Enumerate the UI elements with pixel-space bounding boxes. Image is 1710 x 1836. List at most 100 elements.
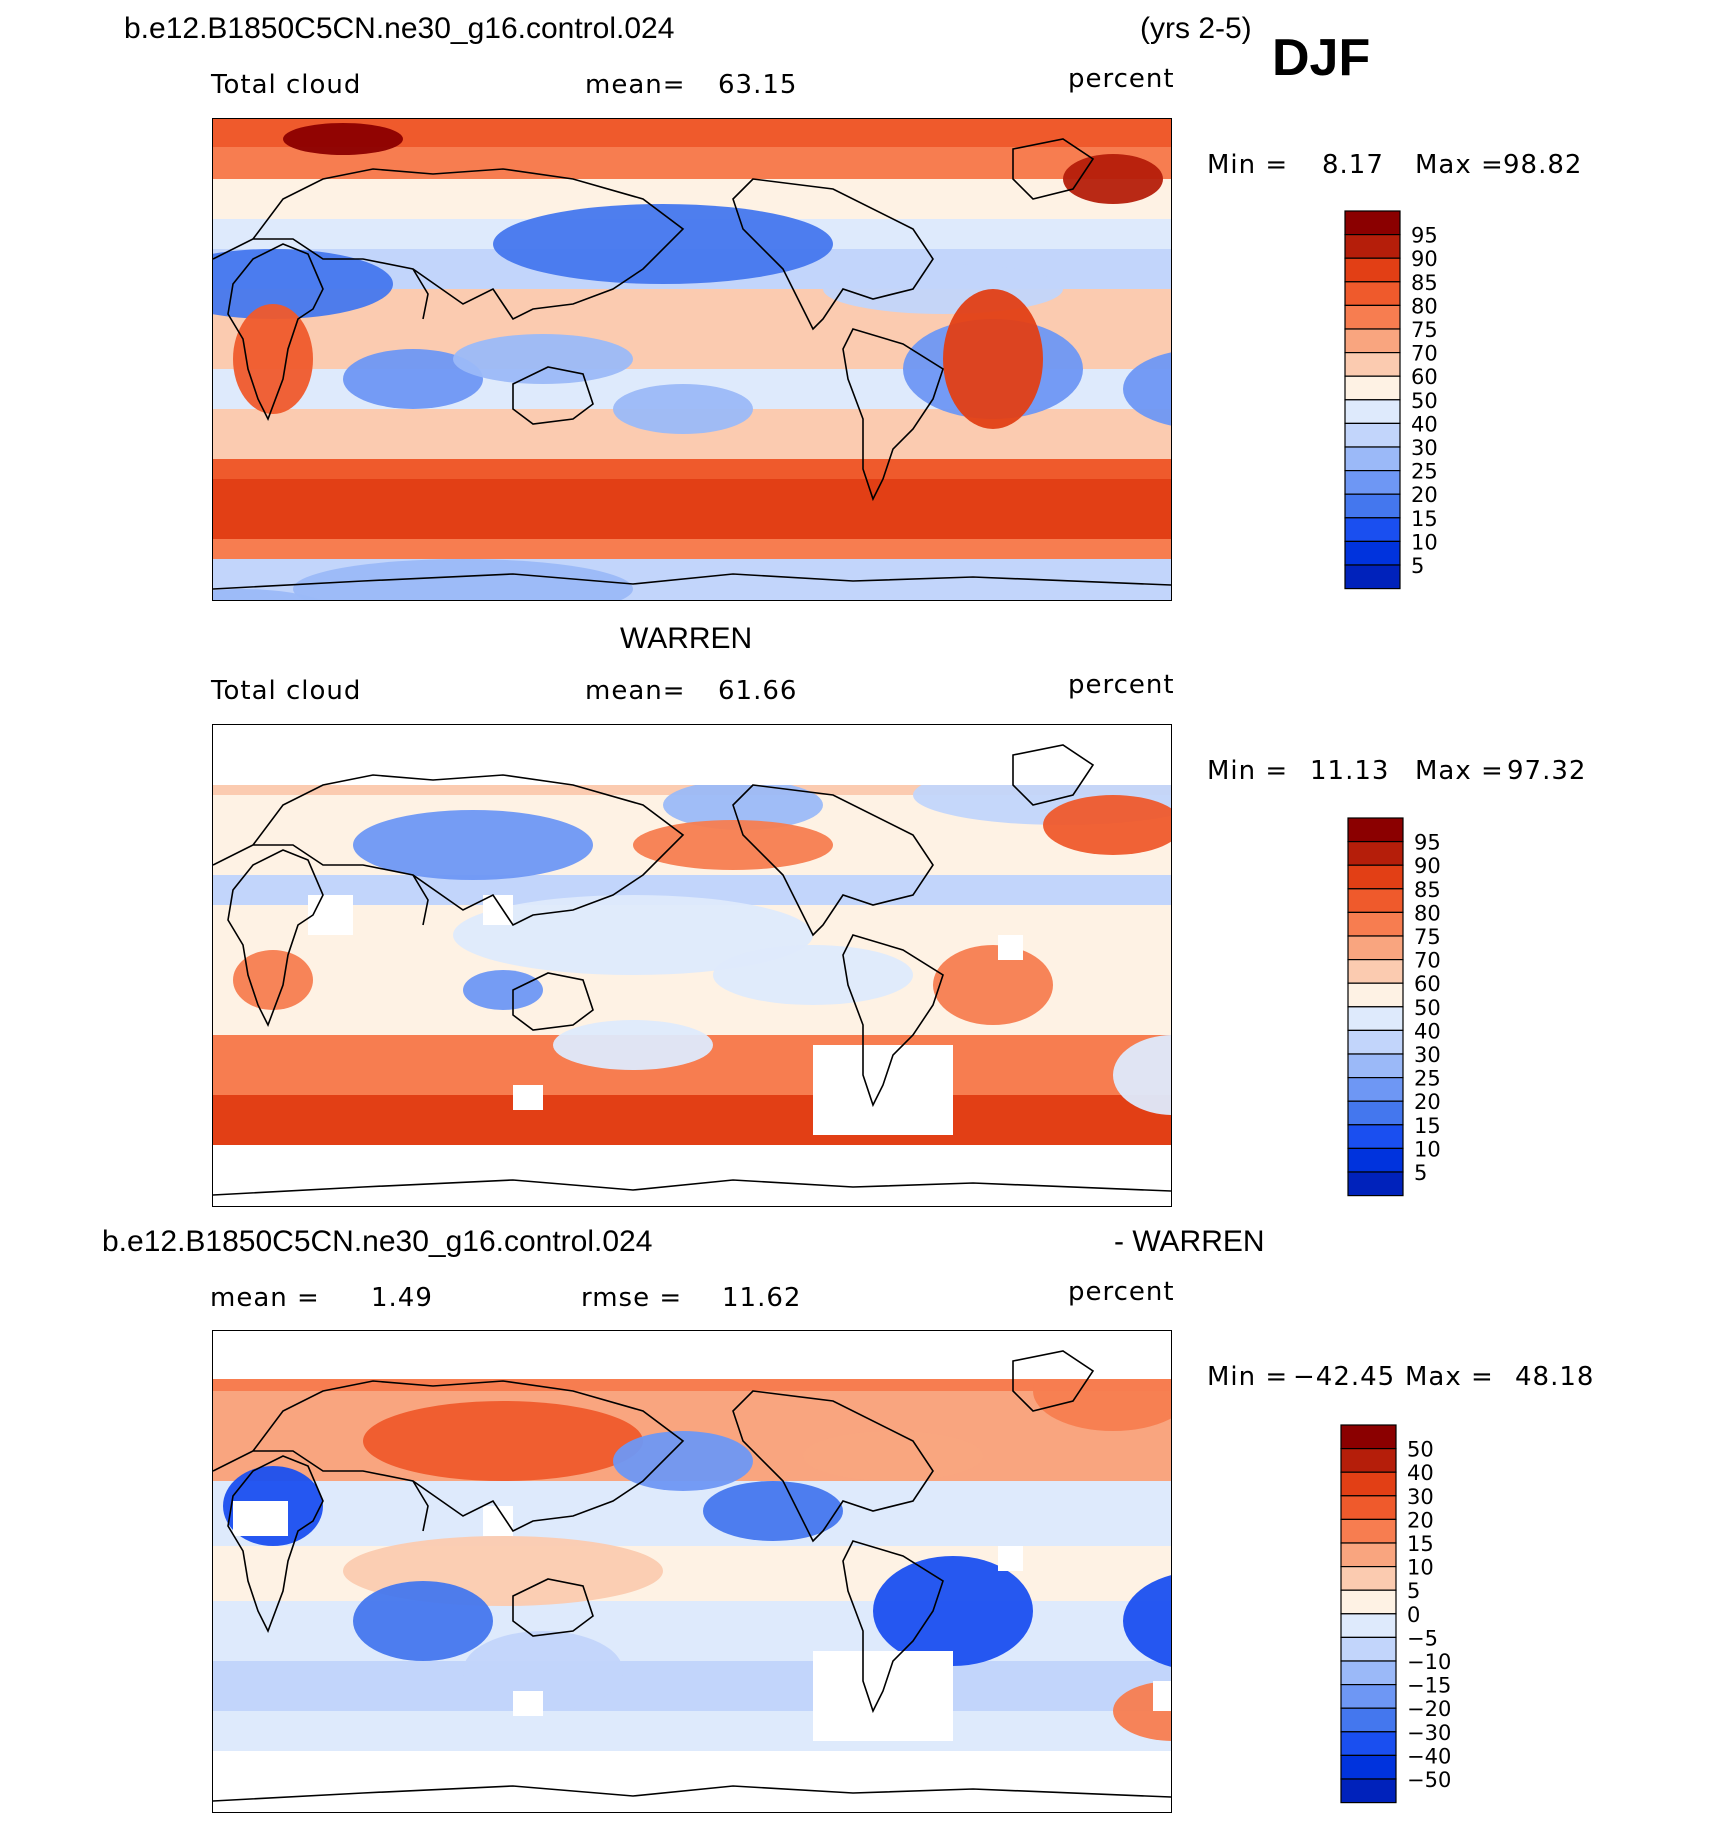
blob-4 (353, 1581, 493, 1661)
blob-6 (1123, 1575, 1171, 1667)
blob-2 (703, 1481, 843, 1541)
colorbar-box-0 (1347, 817, 1404, 843)
blob-10 (943, 289, 1043, 429)
colorbar-label-0: 50 (1407, 1438, 1434, 1462)
panel1-min-label: Min = (1207, 150, 1289, 180)
panel3-mean-label: mean = (210, 1283, 320, 1313)
colorbar-box-10 (1344, 446, 1401, 472)
colorbar-label-3: 20 (1407, 1508, 1434, 1532)
case-title: b.e12.B1850C5CN.ne30_g16.control.024 (124, 12, 675, 45)
years-label: (yrs 2-5) (1140, 12, 1252, 45)
panel3-mean-value: 1.49 (371, 1283, 433, 1313)
colorbar-box-13 (1344, 517, 1401, 542)
colorbar-label-2: 85 (1411, 271, 1438, 295)
colorbar-label-6: 60 (1411, 365, 1438, 389)
colorbar-label-0: 95 (1414, 831, 1441, 855)
missing-data-2 (233, 1501, 288, 1536)
colorbar-label-7: 50 (1414, 996, 1441, 1020)
coast-3 (512, 972, 594, 1031)
colorbar-box-12 (1347, 1100, 1404, 1126)
colorbar-label-14: 5 (1414, 1161, 1427, 1185)
band-11 (213, 479, 1171, 539)
band-2 (213, 1481, 1171, 1546)
panel1-contour-field (213, 119, 1171, 600)
blob-9 (933, 945, 1053, 1025)
colorbar-box-5 (1344, 328, 1401, 354)
colorbar-label-2: 85 (1414, 878, 1441, 902)
colorbar-box-6 (1340, 1566, 1397, 1591)
missing-data-3 (483, 1506, 513, 1536)
missing-data-4 (998, 1546, 1023, 1571)
colorbar-box-7 (1340, 1589, 1397, 1615)
colorbar-box-4 (1347, 911, 1404, 937)
blob-9 (233, 304, 313, 414)
missing-data-8 (1033, 1150, 1073, 1190)
colorbar-label-11: 20 (1414, 1090, 1441, 1114)
colorbar-label-4: 75 (1411, 318, 1438, 342)
colorbar-label-7: 0 (1407, 1603, 1420, 1627)
colorbar-label-8: −5 (1407, 1626, 1438, 1650)
panel2-max-label: Max = (1415, 756, 1504, 786)
blob-8 (713, 945, 913, 1005)
colorbar-box-11 (1347, 1077, 1404, 1102)
colorbar-box-4 (1344, 304, 1401, 330)
panel3-colorbar: 50 40 30 20 15 10 5 0 −5 −10 −15 −20 −30 −40 −50 (1340, 1424, 1475, 1813)
colorbar-label-1: 40 (1407, 1461, 1434, 1485)
band-12 (213, 539, 1171, 559)
panel2-colorbar: 95 90 85 80 75 70 60 50 40 30 25 20 15 10 5 (1347, 817, 1482, 1206)
colorbar-label-12: 15 (1411, 507, 1438, 531)
coast-1 (213, 168, 685, 321)
colorbar-label-1: 90 (1414, 854, 1441, 878)
colorbar-label-13: −40 (1407, 1744, 1451, 1768)
colorbar-box-1 (1344, 234, 1401, 259)
colorbar-box-7 (1344, 375, 1401, 401)
panel1-map (212, 118, 1172, 601)
colorbar-label-11: −20 (1407, 1697, 1451, 1721)
colorbar-box-13 (1347, 1124, 1404, 1149)
colorbar-label-14: 5 (1411, 554, 1424, 578)
season-label: DJF (1272, 29, 1371, 87)
colorbar-box-8 (1340, 1613, 1397, 1639)
blob-11 (1123, 352, 1171, 426)
panel1-mean-value: 63.15 (718, 70, 798, 100)
colorbar-label-12: 15 (1414, 1114, 1441, 1138)
blob-1 (1063, 154, 1163, 204)
colorbar-box-12 (1344, 493, 1401, 519)
colorbar-label-6: 60 (1414, 972, 1441, 996)
colorbar-box-15 (1347, 1171, 1404, 1197)
coast-3 (512, 1578, 594, 1637)
coast-4 (732, 1390, 934, 1543)
colorbar-box-9 (1347, 1029, 1404, 1055)
panel1-min-value: 8.17 (1322, 150, 1384, 180)
colorbar-label-13: 10 (1414, 1137, 1441, 1161)
band-5 (213, 1661, 1171, 1711)
blob-3 (213, 249, 393, 319)
band-0 (213, 119, 1171, 131)
panel2-map (212, 724, 1172, 1207)
blob-7 (453, 334, 633, 384)
coast-7 (1012, 1350, 1095, 1412)
panel2-contour-field (213, 725, 1171, 1206)
colorbar-box-13 (1340, 1731, 1397, 1756)
colorbar-label-9: 30 (1411, 436, 1438, 460)
colorbar-label-10: −15 (1407, 1674, 1451, 1698)
colorbar-box-9 (1340, 1636, 1397, 1662)
coast-1 (213, 1380, 685, 1533)
panel2-mean-label: mean= (585, 676, 686, 706)
colorbar-label-5: 70 (1414, 949, 1441, 973)
coast-2 (412, 1480, 429, 1532)
blob-0 (353, 810, 593, 880)
panel1-max-label: Max = (1415, 150, 1504, 180)
colorbar-box-6 (1344, 352, 1401, 377)
missing-data-5 (813, 1651, 953, 1741)
blob-11 (1113, 1035, 1171, 1115)
blob-10 (463, 1631, 623, 1711)
colorbar-box-15 (1340, 1778, 1397, 1804)
coast-7 (1012, 138, 1095, 200)
coast-2 (412, 874, 429, 926)
coast-6 (213, 1179, 1171, 1196)
coast-5 (842, 934, 944, 1108)
colorbar-label-11: 20 (1411, 483, 1438, 507)
missing-data-7 (1153, 1681, 1171, 1711)
panel3-units: percent (1068, 1277, 1175, 1307)
